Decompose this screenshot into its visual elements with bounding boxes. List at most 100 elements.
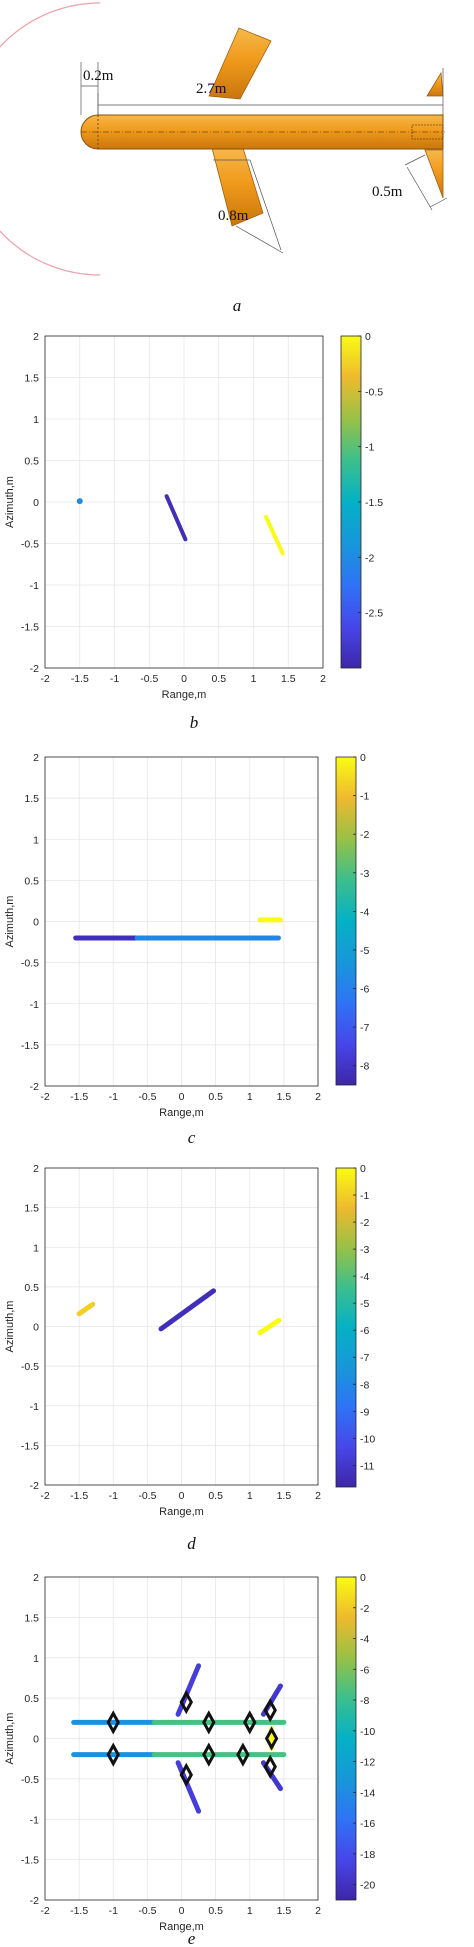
y-tick-label: -2: [30, 1081, 39, 1093]
plot-frame: [44, 1167, 319, 1486]
colorbar: [335, 756, 357, 1086]
nose-radius-label: 0.2m: [83, 68, 114, 84]
y-tick-label: -1: [30, 1401, 39, 1413]
x-tick-label: 1: [251, 673, 257, 685]
y-tick-label: -0.5: [21, 958, 39, 970]
y-tick-label: 1.5: [24, 793, 39, 805]
x-tick-label: 1: [247, 1490, 253, 1502]
scatter-center-marker: [106, 1742, 120, 1767]
x-tick-label: 1.5: [277, 1905, 292, 1917]
colorbar-tick-label: -16: [360, 1818, 375, 1830]
x-tick-label: 0.5: [208, 1091, 223, 1103]
y-axis-label: Azimuth,m: [4, 1713, 16, 1765]
y-axis-label: Azimuth,m: [4, 896, 16, 948]
chart-panels: -2 -1.5 -1 -0.5 0 0.5 1 1.5 2 2 1.5 1 0.5 0 -0.5 -1 -1.5…: [4, 331, 383, 1947]
x-tick-label: -1.5: [70, 1905, 88, 1917]
upper-wing: [208, 27, 272, 100]
caption-d: d: [187, 1534, 196, 1553]
x-tick-label: 1: [247, 1905, 253, 1917]
x-tick-label: 0: [181, 673, 187, 685]
x-tick-label: 0.5: [208, 1905, 223, 1917]
y-tick-label: 1.5: [24, 1203, 39, 1215]
colorbar-tick-label: -7: [360, 1022, 369, 1034]
y-tick-label: 2: [33, 1572, 39, 1584]
body-length-label: 2.7m: [196, 81, 227, 97]
y-axis-label: Azimuth,m: [4, 476, 16, 528]
y-tick-label: -1.5: [21, 622, 39, 634]
y-tick-label: 1: [33, 414, 39, 426]
y-tick-label: -0.5: [21, 1361, 39, 1373]
colorbar-tick-label: -18: [360, 1849, 375, 1861]
colorbar-tick-label: -0.5: [365, 386, 383, 398]
radar-wire-arc: [0, 2, 101, 276]
colorbar-tick-label: -6: [360, 1325, 369, 1337]
colorbar-tick-label: -10: [360, 1726, 375, 1738]
y-tick-label: 1.5: [24, 373, 39, 385]
x-tick-label: 1: [247, 1091, 253, 1103]
data-segment: [76, 1301, 96, 1317]
colorbar-tick-label: -1.5: [365, 497, 383, 509]
scatter-center-marker: [236, 1742, 250, 1767]
scatter-center-marker: [179, 1690, 193, 1715]
chart-panel-e: -2 -1.5 -1 -0.5 0 0.5 1 1.5 2 2 1.5 1 0.5 0 -0.5 -1 -1.5…: [4, 1572, 375, 1947]
scatter-center-marker: [179, 1762, 193, 1787]
colorbar-tick-label: -5: [360, 1298, 369, 1310]
colorbar-tick-label: -9: [360, 1406, 369, 1418]
colorbar-tick-label: -6: [360, 1664, 369, 1676]
x-tick-label: 2: [315, 1091, 321, 1103]
y-tick-label: -1: [30, 999, 39, 1011]
scatter-center-marker: [263, 1754, 277, 1779]
scatter-point: [76, 498, 83, 505]
x-tick-label: -1.5: [70, 1091, 88, 1103]
colorbar-tick-label: -12: [360, 1757, 375, 1769]
y-tick-label: 0.5: [24, 1282, 39, 1294]
colorbar-tick-label: -2.5: [365, 608, 383, 620]
colorbar-tick-label: -2: [365, 552, 374, 564]
y-tick-label: 2: [33, 1163, 39, 1175]
colorbar-tick-label: -1: [360, 1190, 369, 1202]
colorbar-tick-label: -11: [360, 1460, 375, 1472]
y-tick-label: 1: [33, 1653, 39, 1665]
x-tick-label: 1.5: [277, 1091, 292, 1103]
colorbar-tick-label: 0: [360, 1163, 366, 1175]
y-tick-label: 0.5: [24, 456, 39, 468]
y-tick-label: -1.5: [21, 1040, 39, 1052]
y-tick-label: -1: [30, 1814, 39, 1826]
y-tick-label: 0.5: [24, 875, 39, 887]
caption-c: c: [188, 1128, 196, 1147]
data-segment: [264, 514, 285, 556]
y-tick-label: 1.5: [24, 1612, 39, 1624]
colorbar-tick-label: -4: [360, 1271, 369, 1283]
plot-frame: [44, 335, 324, 669]
fin-length-label: 0.5m: [372, 184, 403, 200]
colorbar-tick-label: -4: [360, 906, 369, 918]
caption-b: b: [190, 713, 199, 732]
x-tick-label: 0: [179, 1091, 185, 1103]
y-tick-label: -1.5: [21, 1855, 39, 1867]
colorbar-tick-label: -10: [360, 1433, 375, 1445]
x-axis-label: Range,m: [159, 1506, 204, 1518]
colorbar-tick-label: -1: [365, 442, 374, 454]
y-tick-label: -1.5: [21, 1440, 39, 1452]
x-tick-label: -2: [40, 1091, 49, 1103]
scatter-center-marker: [202, 1710, 216, 1735]
x-tick-label: 1.5: [277, 1490, 292, 1502]
x-tick-label: -1: [110, 673, 119, 685]
colorbar-tick-label: -20: [360, 1880, 375, 1892]
scatter-center-marker: [263, 1698, 277, 1723]
x-axis-label: Range,m: [159, 1921, 204, 1933]
x-tick-label: -0.5: [138, 1490, 156, 1502]
x-tick-label: -0.5: [140, 673, 158, 685]
scatter-center-marker: [243, 1710, 257, 1735]
caption-e: e: [188, 1929, 196, 1947]
x-tick-label: -1.5: [70, 1490, 88, 1502]
x-tick-label: 1.5: [281, 673, 296, 685]
y-tick-label: 2: [33, 752, 39, 764]
y-tick-label: -2: [30, 1480, 39, 1492]
wing-length-label: 0.8m: [218, 208, 249, 224]
colorbar-tick-label: -2: [360, 1217, 369, 1229]
y-tick-label: -0.5: [21, 539, 39, 551]
x-tick-label: 0.5: [211, 673, 226, 685]
y-tick-label: 1: [33, 834, 39, 846]
